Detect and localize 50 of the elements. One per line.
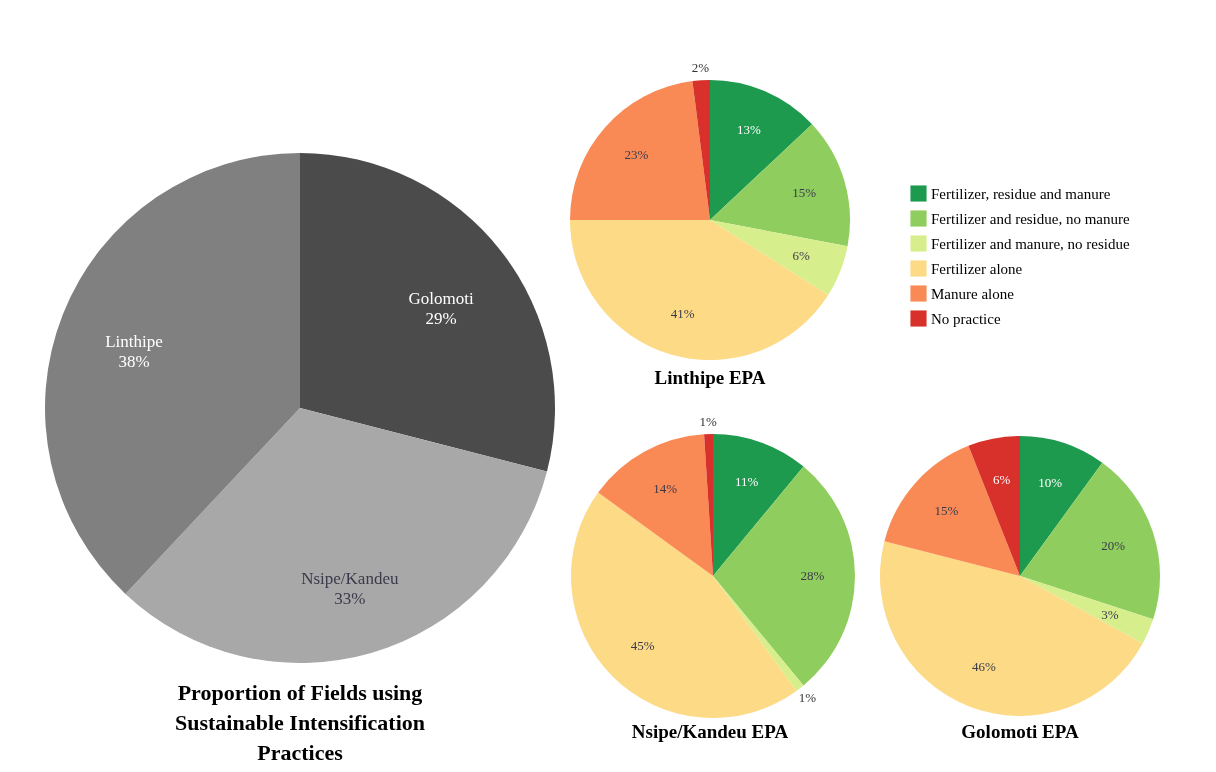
pie-slice [710,220,848,296]
data-label: 1% [798,689,817,705]
legend-label: Fertilizer, residue and manure [931,185,1111,202]
pie-slice [125,408,547,663]
data-label: 33% [334,589,366,609]
text: Proportion of Fields using Sustainable Intensification Practices [175,680,425,765]
data-label: 1% [699,414,717,430]
text: Linthipe EPA [654,367,766,388]
data-label: 15% [792,184,817,200]
legend-label: No practice [931,310,1001,327]
data-label: 29% [425,308,457,328]
data-label: 20% [1101,537,1126,553]
data-label: 6% [992,471,1011,487]
slice-label: Linthipe [105,332,163,352]
legend-label: Fertilizer alone [931,260,1023,277]
legend-label: Fertilizer and residue, no manure [931,210,1131,227]
slice-label: Golomoti [408,288,474,308]
text: Nsipe/Kandeu EPA [631,721,789,742]
slice-label: Nsipe/Kandeu [301,569,399,589]
pie-slice [1020,436,1103,576]
data-label: 28% [800,568,825,583]
data-label: 6% [792,248,810,264]
legend-label: Fertilizer and manure, no residue [931,235,1131,252]
pie-slice [1020,462,1160,620]
pie-slice [571,492,797,718]
data-label: 10% [1038,474,1063,490]
text: Golomoti EPA [961,721,1079,742]
data-label: 13% [737,122,761,138]
pie-slice [710,124,850,247]
data-label: 41% [670,306,695,322]
legend-label: Manure alone [931,285,1015,302]
pie-slice [1020,576,1154,644]
data-label: 2% [691,60,710,76]
data-label: 45% [630,638,655,654]
data-label: 23% [624,147,649,163]
data-label: 14% [653,480,678,496]
pie-slice [598,434,713,576]
pie-slice [968,436,1020,576]
data-label: 3% [1101,606,1119,622]
pie-slice [45,153,300,594]
pie-slice [880,541,1143,716]
pie-slice [884,445,1020,576]
data-label: 11% [734,474,759,490]
pie-slice [570,220,829,360]
data-label: 15% [934,503,959,519]
pie-slice [300,153,555,472]
pie-slice [713,466,855,686]
pie-slice [570,81,710,220]
data-label: 46% [972,659,996,675]
data-label: 38% [118,352,150,372]
